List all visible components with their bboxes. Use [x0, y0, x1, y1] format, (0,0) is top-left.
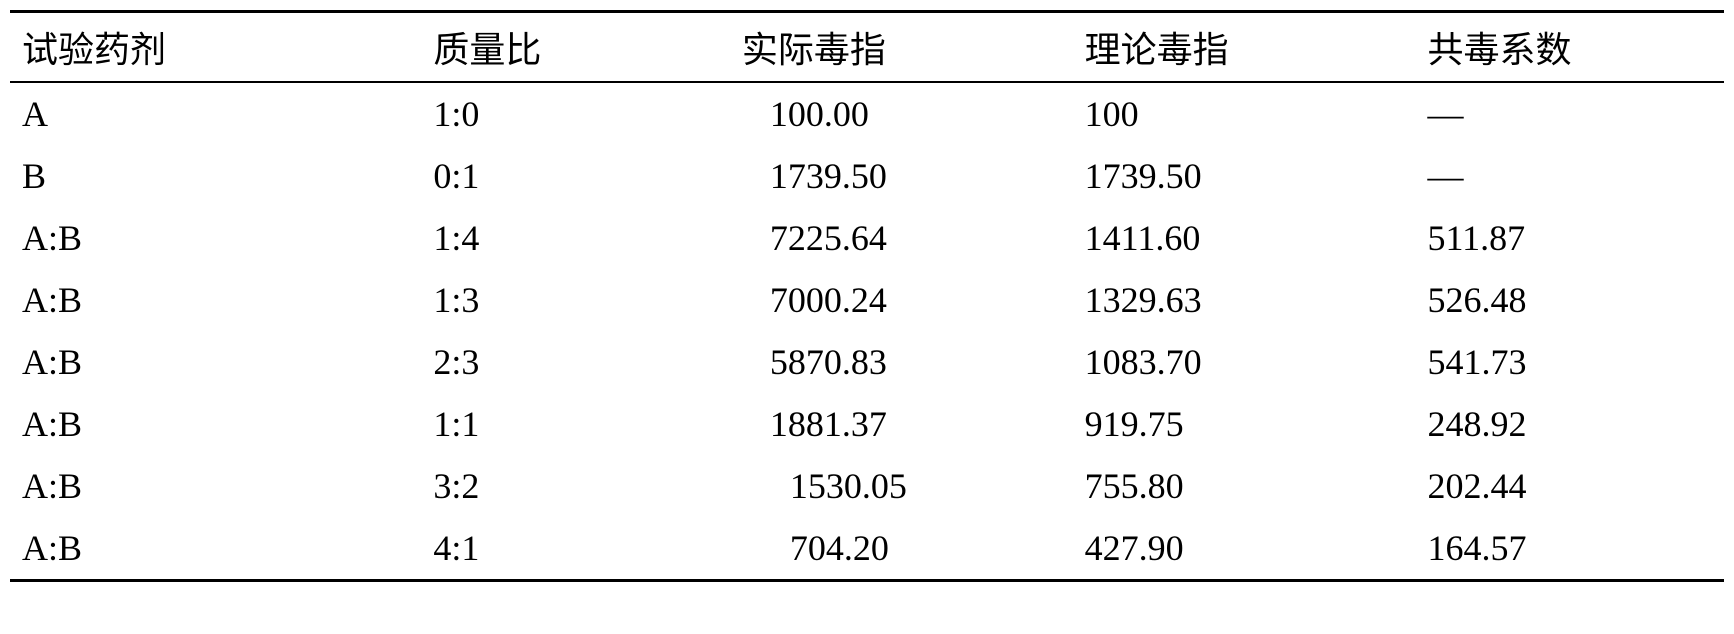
- cell-actual: 7225.64: [730, 207, 1073, 269]
- cell-coeff: —: [1415, 145, 1724, 207]
- cell-actual: 1530.05: [730, 455, 1073, 517]
- cell-agent: A:B: [10, 269, 421, 331]
- cell-ratio: 3:2: [421, 455, 730, 517]
- cell-theory: 100: [1073, 82, 1416, 145]
- cell-theory: 1329.63: [1073, 269, 1416, 331]
- header-actual: 实际毒指: [730, 12, 1073, 83]
- cell-agent: B: [10, 145, 421, 207]
- table-row: A:B2:35870.831083.70541.73: [10, 331, 1724, 393]
- table-row: A:B1:47225.641411.60511.87: [10, 207, 1724, 269]
- data-table-container: 试验药剂 质量比 实际毒指 理论毒指 共毒系数 A1:0100.00100—B0…: [10, 10, 1724, 582]
- cell-coeff: 541.73: [1415, 331, 1724, 393]
- cell-agent: A:B: [10, 331, 421, 393]
- cell-coeff: 511.87: [1415, 207, 1724, 269]
- table-row: A:B1:37000.241329.63526.48: [10, 269, 1724, 331]
- cell-actual: 7000.24: [730, 269, 1073, 331]
- cell-agent: A:B: [10, 455, 421, 517]
- header-coeff: 共毒系数: [1415, 12, 1724, 83]
- cell-actual: 1881.37: [730, 393, 1073, 455]
- cell-ratio: 1:1: [421, 393, 730, 455]
- cell-coeff: —: [1415, 82, 1724, 145]
- header-ratio: 质量比: [421, 12, 730, 83]
- cell-theory: 1739.50: [1073, 145, 1416, 207]
- cell-coeff: 248.92: [1415, 393, 1724, 455]
- cell-coeff: 164.57: [1415, 517, 1724, 581]
- header-row: 试验药剂 质量比 实际毒指 理论毒指 共毒系数: [10, 12, 1724, 83]
- cell-theory: 1411.60: [1073, 207, 1416, 269]
- table-row: A:B1:11881.37919.75248.92: [10, 393, 1724, 455]
- cell-ratio: 1:3: [421, 269, 730, 331]
- cell-ratio: 1:4: [421, 207, 730, 269]
- cell-actual: 5870.83: [730, 331, 1073, 393]
- table-row: A:B3:21530.05755.80202.44: [10, 455, 1724, 517]
- cell-ratio: 2:3: [421, 331, 730, 393]
- cell-theory: 755.80: [1073, 455, 1416, 517]
- table-row: A1:0100.00100—: [10, 82, 1724, 145]
- cell-theory: 1083.70: [1073, 331, 1416, 393]
- cell-coeff: 526.48: [1415, 269, 1724, 331]
- cell-ratio: 1:0: [421, 82, 730, 145]
- cell-theory: 919.75: [1073, 393, 1416, 455]
- cell-agent: A:B: [10, 207, 421, 269]
- cell-actual: 100.00: [730, 82, 1073, 145]
- table-body: A1:0100.00100—B0:11739.501739.50—A:B1:47…: [10, 82, 1724, 581]
- cell-ratio: 0:1: [421, 145, 730, 207]
- toxicity-table: 试验药剂 质量比 实际毒指 理论毒指 共毒系数 A1:0100.00100—B0…: [10, 10, 1724, 582]
- table-row: B0:11739.501739.50—: [10, 145, 1724, 207]
- cell-actual: 704.20: [730, 517, 1073, 581]
- cell-coeff: 202.44: [1415, 455, 1724, 517]
- header-theory: 理论毒指: [1073, 12, 1416, 83]
- table-row: A:B4:1704.20427.90164.57: [10, 517, 1724, 581]
- cell-actual: 1739.50: [730, 145, 1073, 207]
- cell-agent: A: [10, 82, 421, 145]
- cell-agent: A:B: [10, 393, 421, 455]
- cell-theory: 427.90: [1073, 517, 1416, 581]
- header-agent: 试验药剂: [10, 12, 421, 83]
- cell-ratio: 4:1: [421, 517, 730, 581]
- cell-agent: A:B: [10, 517, 421, 581]
